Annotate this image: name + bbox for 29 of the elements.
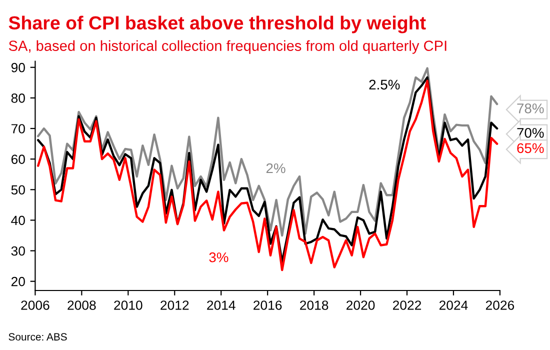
x-tick-label: 2006 — [21, 300, 50, 310]
data-label: 78% — [517, 103, 544, 114]
x-tick-label: 2008 — [68, 300, 96, 310]
x-tick-label: 2012 — [160, 300, 189, 310]
series-label: 2.5% — [369, 80, 400, 90]
x-tick-label: 2010 — [114, 300, 142, 310]
y-tick-label: 50 — [11, 185, 25, 195]
y-tick-label: 30 — [11, 246, 25, 256]
x-tick-label: 2022 — [392, 300, 422, 310]
y-tick-label: 70 — [11, 124, 25, 134]
data-label: 65% — [517, 143, 544, 154]
x-tick-label: 2026 — [486, 300, 514, 310]
chart-title: Share of CPI basket above threshold by weight — [8, 16, 426, 34]
line-series — [36, 67, 498, 237]
series-label: 2% — [266, 163, 286, 174]
y-tick-label: 90 — [11, 62, 25, 72]
series-label: 3% — [209, 252, 228, 262]
source-note: Source: ABS — [8, 333, 67, 341]
x-tick-label: 2016 — [254, 300, 282, 310]
chart-subtitle: SA, based on historical collection frequencies from old quarterly CPI — [8, 40, 446, 54]
x-tick-label: 2024 — [439, 300, 468, 310]
y-tick-label: 80 — [11, 93, 25, 103]
x-tick-label: 2020 — [346, 300, 375, 310]
y-tick-label: 40 — [11, 216, 25, 226]
x-tick-label: 2014 — [207, 300, 236, 310]
data-label: 70% — [517, 128, 544, 138]
x-tick-label: 2018 — [300, 300, 328, 310]
y-tick-label: 20 — [11, 276, 25, 286]
y-tick-label: 60 — [11, 154, 25, 164]
